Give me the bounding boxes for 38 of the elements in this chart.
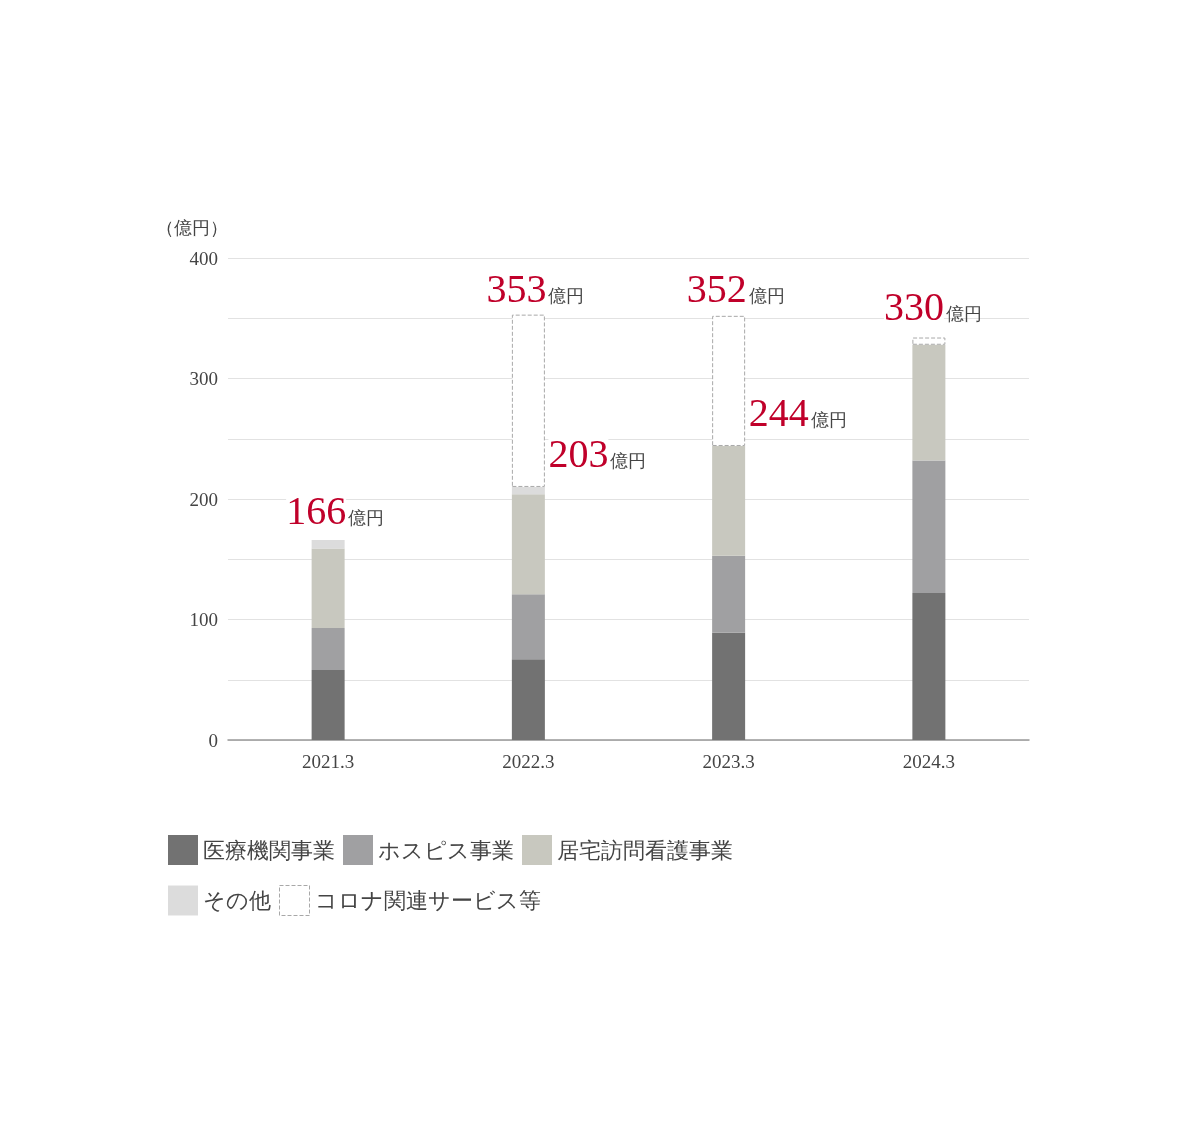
bar [511,659,545,740]
bar [912,344,946,461]
annotation: 203億円 [548,430,647,476]
legend-label: ホスピス事業 [378,837,514,863]
bar [311,670,345,740]
legend-label: 医療機関事業 [203,837,335,863]
bar [311,627,345,671]
bar [712,555,746,633]
annotation: 244億円 [748,389,847,435]
annotation: 353億円 [486,265,585,311]
y-tick-label: 100 [189,609,218,630]
legend-label: コロナ関連サービス等 [314,888,541,913]
x-tick-label: 2022.3 [502,751,555,772]
bar [712,632,746,740]
y-tick-label: 300 [189,368,218,389]
legend-label: 居宅訪問看護事業 [557,837,733,863]
annotation: 352億円 [686,265,785,311]
bar [511,314,545,487]
bar [912,460,946,593]
legend-label: その他 [203,888,271,913]
x-tick-label: 2021.3 [302,751,355,772]
bar [511,494,545,595]
annotation: 330億円 [883,283,982,329]
y-tick-label: 200 [189,488,218,510]
y-tick-label: 400 [189,247,218,269]
bar [912,592,946,740]
bar [912,337,946,345]
y-axis-title: （億円） [156,216,228,238]
x-tick-label: 2024.3 [902,751,955,772]
bar [311,539,345,549]
y-tick-label: 0 [208,729,218,751]
bar [712,445,746,556]
bar [511,594,545,660]
bar [311,548,345,628]
bar [712,315,746,446]
x-tick-label: 2023.3 [702,751,755,772]
annotation: 166億円 [286,487,385,533]
bar [511,486,545,495]
